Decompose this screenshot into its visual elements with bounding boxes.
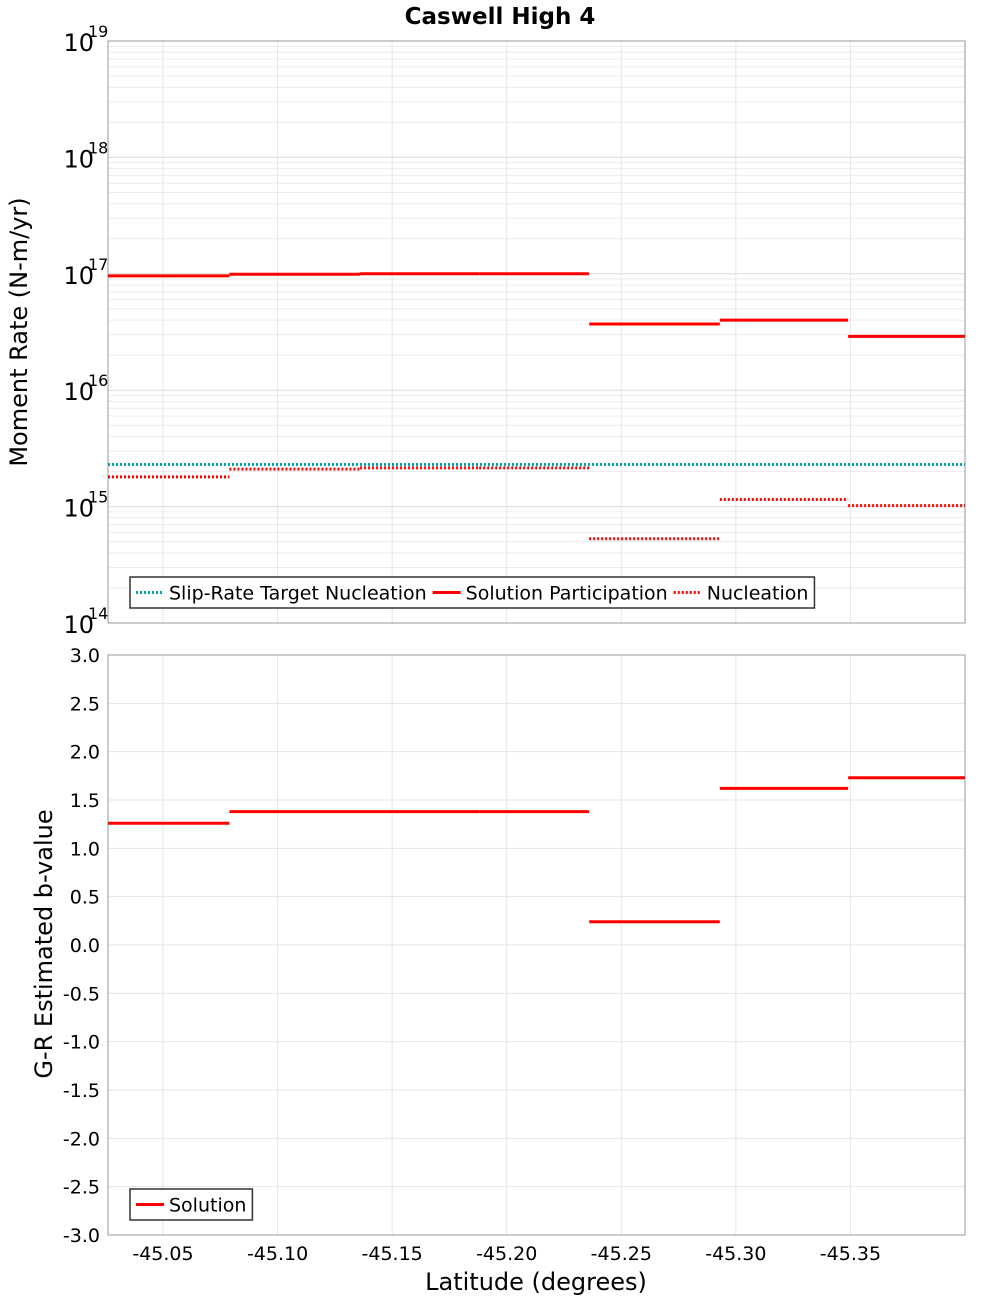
- bottom-y-tick-label-13: -3.0: [63, 1225, 100, 1247]
- top-y-tick-exponent-5: 18: [88, 138, 108, 157]
- bottom-y-tick-label-3: 2.0: [70, 742, 100, 764]
- bottom-y-tick-label-10: -1.5: [63, 1080, 100, 1102]
- x-tick-label-2: -45.10: [247, 1243, 308, 1265]
- bottom-y-tick-label-11: -2.0: [63, 1128, 100, 1150]
- bottom-legend-label-1: Solution: [169, 1195, 246, 1217]
- top-legend-label-1: Slip-Rate Target Nucleation: [169, 583, 427, 605]
- top-y-tick-base-2: 10: [63, 495, 94, 523]
- top-y-tick-exponent-1: 14: [88, 604, 108, 623]
- x-tick-label-4: -45.20: [476, 1243, 537, 1265]
- top-y-tick-base-1: 10: [63, 611, 94, 639]
- x-tick-label-1: -45.05: [132, 1243, 193, 1265]
- x-axis-label: Latitude (degrees): [425, 1268, 647, 1296]
- chart-title: Caswell High 4: [405, 4, 596, 30]
- bottom-y-tick-label-7: 0.0: [70, 935, 100, 957]
- top-y-tick-base-5: 10: [63, 145, 94, 173]
- bottom-y-tick-label-1: 3.0: [70, 645, 100, 667]
- top-y-tick-base-4: 10: [63, 262, 94, 290]
- bottom-y-tick-label-2: 2.5: [70, 693, 100, 715]
- x-tick-label-7: -45.35: [820, 1243, 881, 1265]
- top-y-tick-base-3: 10: [63, 378, 94, 406]
- top-y-tick-exponent-4: 17: [88, 255, 108, 274]
- bottom-y-axis-label: G-R Estimated b-value: [30, 809, 58, 1078]
- x-tick-label-5: -45.25: [591, 1243, 652, 1265]
- top-y-tick-exponent-2: 15: [88, 488, 108, 507]
- bottom-plot-border: [107, 654, 966, 1236]
- bottom-y-tick-label-9: -1.0: [63, 1032, 100, 1054]
- x-tick-label-3: -45.15: [362, 1243, 423, 1265]
- bottom-y-tick-label-12: -2.5: [63, 1177, 100, 1199]
- bottom-y-tick-label-6: 0.5: [70, 887, 100, 909]
- x-tick-label-6: -45.30: [705, 1243, 766, 1265]
- top-y-tick-base-6: 10: [63, 29, 94, 57]
- bottom-y-tick-label-5: 1.0: [70, 838, 100, 860]
- bottom-y-tick-label-8: -0.5: [63, 983, 100, 1005]
- top-legend-label-3: Nucleation: [707, 583, 809, 605]
- top-y-tick-exponent-3: 16: [88, 371, 108, 390]
- top-y-axis-label: Moment Rate (N-m/yr): [5, 197, 33, 466]
- top-plot-border: [107, 40, 966, 624]
- b-value-panel: 3.0 2.5 2.0 1.5 1.0 0.5 0.0 -0.5 -1.0 -1.5 -2.0 -2.…: [30, 645, 966, 1296]
- top-legend-label-2: Solution Participation: [466, 583, 668, 605]
- top-legend-box: [129, 576, 816, 609]
- top-plot-area: [108, 41, 965, 623]
- bottom-y-tick-label-4: 1.5: [70, 790, 100, 812]
- top-y-tick-exponent-6: 19: [88, 22, 108, 41]
